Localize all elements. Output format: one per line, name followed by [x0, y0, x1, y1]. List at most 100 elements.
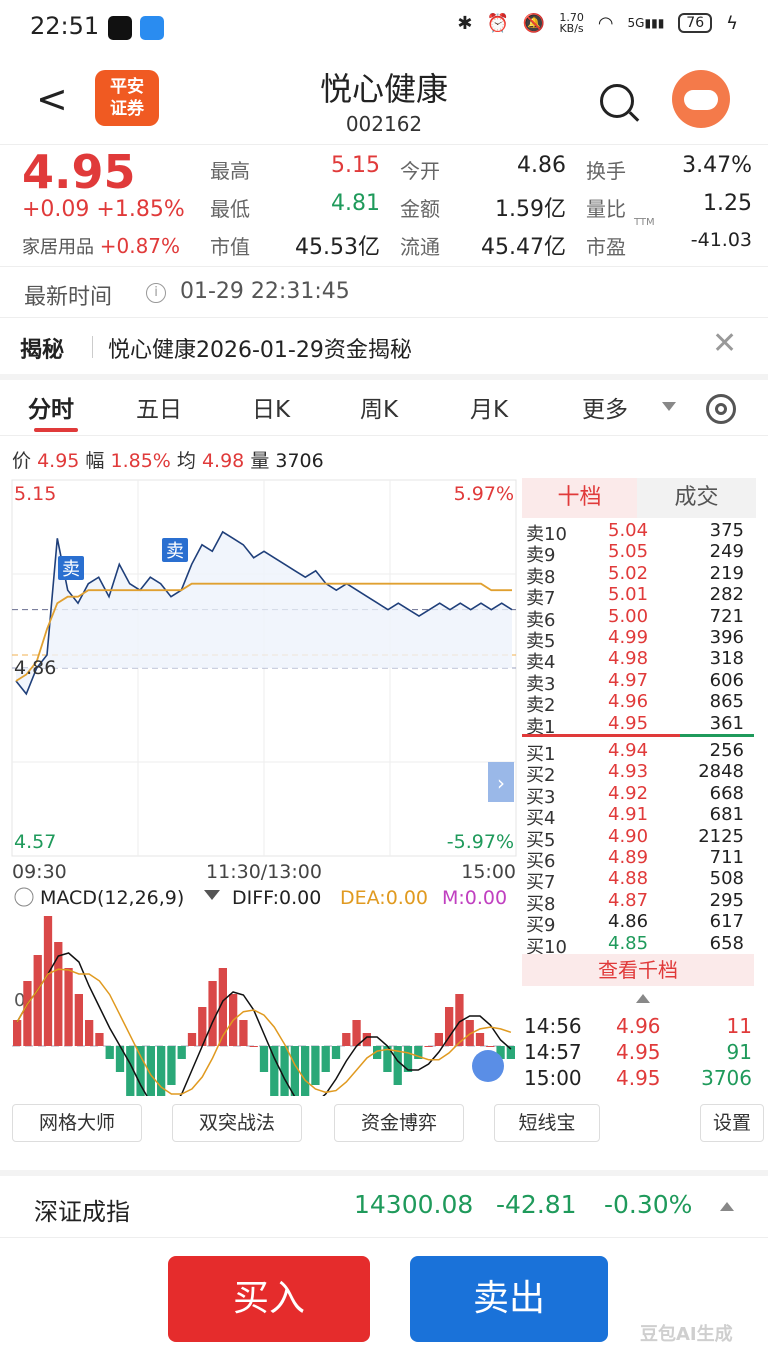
macd-bar-negative — [157, 1046, 166, 1096]
search-icon[interactable] — [600, 84, 634, 118]
info-icon[interactable]: i — [146, 283, 166, 303]
order-book-price: 4.91 — [608, 804, 649, 826]
alarm-icon: ⏰ — [486, 12, 509, 34]
order-book-volume: 681 — [709, 804, 744, 826]
macd-bar-positive — [434, 1033, 443, 1046]
order-book-label: 卖1 — [526, 716, 556, 738]
tab-intraday[interactable]: 分时 — [28, 397, 74, 423]
order-book-price: 4.92 — [608, 782, 649, 804]
order-book-volume: 249 — [709, 541, 744, 563]
chevron-up-icon[interactable] — [636, 994, 650, 1003]
settings-button[interactable]: 设置 — [700, 1104, 764, 1142]
status-bar: 22:51 ✱ ⏰ 🔕 1.70 KB/s ◠ 5G▮▮▮ 76 ϟ — [0, 0, 768, 56]
order-book-label: 卖8 — [526, 566, 556, 588]
tab-ten-level[interactable]: 十档 — [522, 478, 637, 518]
macd-bar-negative — [301, 1046, 310, 1096]
chevron-right-icon: › — [497, 771, 505, 795]
order-book-label: 买4 — [526, 808, 556, 830]
quote-key: 最高 — [210, 159, 250, 183]
quote-value: 4.81 — [331, 191, 380, 216]
macd-bar-positive — [486, 1046, 495, 1047]
sector-change[interactable]: 家居用品 +0.87% — [22, 234, 181, 258]
order-book-label: 卖9 — [526, 545, 556, 567]
tab-five-day[interactable]: 五日 — [136, 397, 182, 423]
assistant-avatar-icon[interactable] — [672, 70, 730, 128]
divider — [0, 374, 768, 380]
macd-bar-positive — [465, 1020, 474, 1046]
macd-bar-positive — [445, 1007, 454, 1046]
bluetooth-icon: ✱ — [457, 12, 473, 34]
view-thousand-levels-button[interactable]: 查看千档 — [522, 954, 754, 986]
macd-bar-negative — [167, 1046, 176, 1085]
order-book-price: 5.00 — [608, 605, 649, 627]
tool-fund-game[interactable]: 资金博弈 — [334, 1104, 464, 1142]
x-tick-label: 15:00 — [461, 861, 516, 883]
order-book-price: 4.90 — [608, 825, 649, 847]
quote-key: 市值 — [210, 235, 250, 259]
y-tick-label: 4.86 — [14, 657, 56, 679]
macd-bar-negative — [259, 1046, 269, 1072]
order-book-volume: 865 — [709, 691, 744, 713]
macd-bar-negative — [393, 1046, 402, 1085]
order-book-volume: 2848 — [698, 761, 744, 783]
chevron-down-icon — [204, 890, 220, 900]
tab-weekly-k[interactable]: 周K — [360, 397, 399, 423]
yen-icon — [14, 887, 34, 907]
quote-value: 1.59亿 — [495, 197, 566, 222]
chevron-up-icon[interactable] — [720, 1202, 734, 1211]
macd-bar-negative — [383, 1046, 392, 1072]
order-book-volume: 668 — [709, 782, 744, 804]
chevron-down-icon[interactable] — [662, 402, 676, 411]
back-button[interactable]: < — [36, 77, 68, 121]
tool-grid-master[interactable]: 网格大师 — [12, 1104, 142, 1142]
macd-bar-positive — [187, 1033, 197, 1046]
price-area — [16, 531, 512, 694]
tab-daily-k[interactable]: 日K — [252, 397, 291, 423]
y-tick-label: -5.97% — [447, 831, 514, 853]
order-book-price: 4.88 — [608, 868, 649, 890]
tool-double-breakout[interactable]: 双突战法 — [172, 1104, 302, 1142]
order-book-volume: 219 — [709, 562, 744, 584]
macd-bar-negative — [105, 1046, 114, 1059]
tool-short-term[interactable]: 短线宝 — [494, 1104, 600, 1142]
order-book-label: 卖5 — [526, 631, 556, 652]
charging-icon: ϟ — [726, 12, 738, 34]
y-tick-label: 4.57 — [14, 831, 56, 853]
order-book-price: 5.02 — [608, 562, 649, 584]
tab-trades[interactable]: 成交 — [637, 478, 756, 518]
sell-button[interactable]: 卖出 — [410, 1256, 608, 1342]
order-book-volume: 508 — [709, 868, 744, 890]
order-book-volume: 721 — [709, 605, 744, 627]
macd-diff: DIFF:0.00 — [232, 887, 321, 909]
macd-bar-negative — [373, 1046, 382, 1059]
macd-bar-positive — [54, 942, 63, 1046]
quote-value: 4.86 — [517, 153, 566, 178]
gear-icon[interactable] — [706, 394, 736, 424]
order-book-price: 4.95 — [608, 712, 649, 734]
intraday-chart[interactable]: 卖卖5.154.864.575.97%-5.97%09:30 11:30/13:0… — [0, 476, 520, 1096]
order-book-price: 4.99 — [608, 627, 649, 648]
macd-bar-positive — [208, 981, 217, 1046]
macd-bar-positive — [362, 1033, 371, 1046]
status-time: 22:51 — [30, 12, 100, 40]
battery-icon: 76 — [678, 13, 713, 33]
index-value: 14300.08 — [354, 1190, 474, 1219]
tab-more[interactable]: 更多 — [582, 397, 628, 423]
macd-bar-positive — [64, 968, 73, 1046]
quote-key: 量比 — [586, 197, 626, 221]
trade-price: 4.95 — [616, 1040, 661, 1064]
trade-time: 15:00 — [524, 1066, 582, 1090]
buy-button[interactable]: 买入 — [168, 1256, 370, 1342]
expand-arrow-icon — [488, 762, 514, 802]
index-bar[interactable]: 深证成指 14300.08 -42.81 -0.30% — [0, 1170, 768, 1238]
quote-value: 45.47亿 — [481, 235, 566, 260]
order-book-price: 4.87 — [608, 889, 649, 911]
close-icon[interactable]: ✕ — [712, 326, 738, 361]
fund-reveal-banner[interactable]: 揭秘 悦心健康2026-01-29资金揭秘 ✕ — [0, 318, 768, 374]
macd-bar-negative — [506, 1046, 515, 1059]
order-book-label: 卖10 — [526, 524, 567, 545]
tab-monthly-k[interactable]: 月K — [470, 397, 509, 423]
quote-value: 3.47% — [682, 153, 752, 178]
quote-value: -41.03 — [690, 229, 752, 251]
index-name: 深证成指 — [34, 1198, 130, 1226]
